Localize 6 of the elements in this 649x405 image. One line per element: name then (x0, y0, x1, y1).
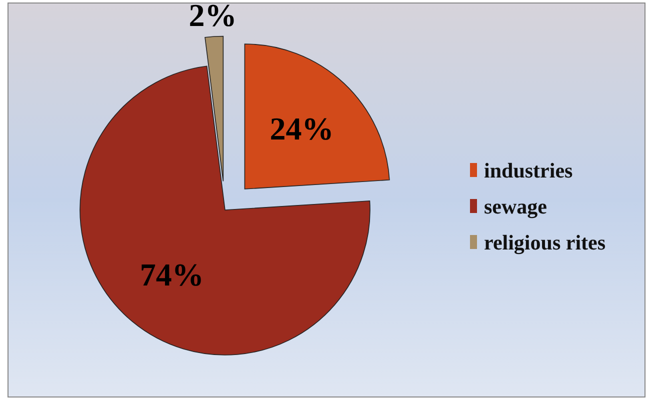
legend-label: industries (484, 158, 573, 182)
data-label: 24% (270, 110, 334, 146)
legend-label: religious rites (484, 230, 606, 254)
data-label: 2% (188, 0, 237, 33)
data-label: 74% (140, 256, 204, 292)
slice-label: sewage (484, 194, 547, 218)
